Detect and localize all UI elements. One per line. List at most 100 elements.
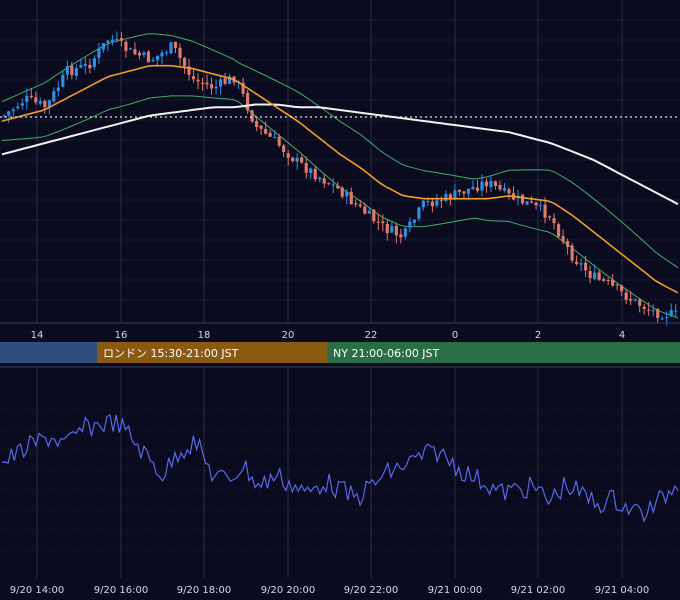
candle-body (255, 120, 259, 127)
candle-body (480, 181, 484, 191)
candle-body (502, 188, 507, 191)
candle-body (345, 191, 349, 197)
candle-body (309, 168, 313, 173)
candle-body (182, 57, 187, 67)
candle-body (575, 261, 579, 264)
candle-body (525, 201, 529, 205)
candle-body (52, 91, 56, 102)
session-london-label: ロンドン 15:30-21:00 JST (103, 347, 239, 360)
price-grid (0, 0, 680, 323)
bollinger-lower (1, 95, 679, 319)
candle-body (633, 299, 637, 301)
candle-body (435, 200, 439, 206)
candle-body (223, 78, 227, 84)
candle-body (462, 191, 466, 194)
candle-body (529, 201, 534, 203)
candle-body (376, 221, 380, 223)
candle-body (642, 306, 646, 310)
candle-body (408, 221, 412, 228)
candle-body (624, 292, 628, 300)
x-tick-label: 16 (115, 330, 128, 341)
candle-body (363, 206, 367, 214)
candle-body (399, 234, 403, 238)
candle-body (286, 153, 290, 158)
osc-x-label: 9/21 02:00 (511, 585, 565, 596)
candle-body (597, 272, 601, 280)
candle-body (16, 106, 20, 109)
candle-body (611, 279, 615, 286)
candle-body (354, 203, 358, 205)
candle-body (29, 95, 33, 98)
candle-body (421, 200, 425, 208)
oscillator-panel[interactable] (0, 366, 680, 578)
session-asia (0, 342, 97, 363)
candle-body (65, 66, 69, 75)
candle-body (196, 79, 200, 82)
candlesticks (2, 31, 678, 326)
candle-body (97, 48, 101, 58)
candle-body (561, 236, 565, 242)
candle-body (430, 201, 434, 207)
osc-x-label: 9/20 20:00 (261, 585, 315, 596)
candle-body (151, 60, 155, 62)
candle-body (187, 66, 191, 75)
candle-body (444, 193, 448, 201)
x-tick-label: 4 (619, 330, 625, 341)
candle-body (665, 316, 669, 318)
candle-body (327, 183, 331, 185)
candle-body (385, 223, 389, 234)
candle-body (457, 189, 462, 192)
candle-body (264, 128, 268, 134)
osc-x-label: 9/21 00:00 (428, 585, 482, 596)
candle-body (331, 184, 335, 186)
candle-body (547, 216, 552, 218)
candle-body (466, 188, 471, 194)
candle-body (304, 162, 308, 173)
candle-body (656, 308, 660, 318)
oscillator-x-axis: 9/20 14:00 9/20 16:00 9/20 18:00 9/20 20… (10, 585, 649, 596)
candle-body (164, 52, 169, 54)
candle-body (74, 68, 78, 76)
candle-body (191, 76, 196, 80)
candle-body (142, 52, 146, 56)
candle-body (552, 218, 556, 224)
candle-body (83, 63, 87, 66)
osc-x-label: 9/20 18:00 (177, 585, 231, 596)
candle-body (493, 181, 498, 186)
candle-body (313, 168, 317, 180)
osc-x-label: 9/21 04:00 (595, 585, 649, 596)
candle-body (124, 41, 128, 51)
x-tick-label: 20 (282, 330, 295, 341)
candle-body (620, 285, 624, 292)
candle-body (593, 272, 597, 279)
candle-body (669, 309, 673, 317)
price-panel[interactable] (0, 0, 680, 326)
candle-body (160, 52, 164, 57)
candle-body (629, 298, 633, 301)
candle-body (471, 186, 475, 190)
candle-body (322, 178, 326, 184)
candle-body (61, 74, 65, 87)
candle-body (358, 204, 362, 207)
candle-body (543, 204, 547, 218)
candle-body (169, 42, 173, 54)
candle-body (660, 318, 664, 320)
candle-body (155, 55, 160, 61)
candle-body (246, 92, 250, 111)
candle-body (128, 48, 133, 50)
candle-body (439, 200, 443, 202)
candle-body (579, 263, 583, 265)
candle-body (92, 58, 96, 67)
candle-body (146, 51, 151, 63)
candle-body (295, 157, 299, 162)
candle-body (566, 240, 570, 247)
oscillator-line (1, 414, 679, 523)
candle-body (403, 228, 407, 237)
session-ny-label: NY 21:00-06:00 JST (333, 347, 440, 360)
candle-body (417, 207, 421, 219)
candle-body (602, 279, 606, 281)
candle-body (674, 310, 678, 312)
bollinger-bands (1, 33, 679, 319)
osc-x-label: 9/20 14:00 (10, 585, 64, 596)
candle-body (273, 137, 277, 139)
